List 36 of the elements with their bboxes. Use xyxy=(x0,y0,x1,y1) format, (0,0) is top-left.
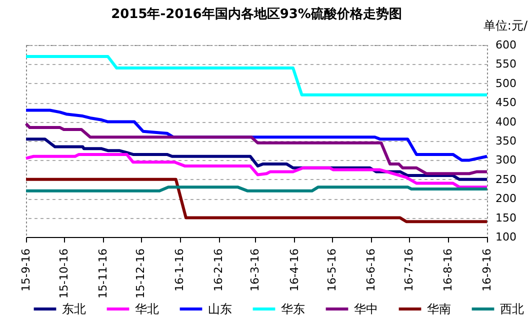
legend-label: 华中 xyxy=(354,302,378,316)
y-tick-label: 450 xyxy=(496,96,516,110)
y-tick-label: 150 xyxy=(496,211,516,224)
x-tick-label: 16-2-16 xyxy=(212,248,226,292)
x-tick-label: 16-8-16 xyxy=(441,248,454,292)
x-tick-label: 16-5-16 xyxy=(326,248,339,292)
legend-label: 华东 xyxy=(281,302,305,316)
y-tick-label: 300 xyxy=(496,154,516,167)
legend-label: 东北 xyxy=(62,302,86,316)
y-tick-label: 200 xyxy=(496,192,516,206)
chart-title: 2015年-2016年国内各地区93%硫酸价格走势图 xyxy=(111,6,402,22)
y-tick-label: 500 xyxy=(496,76,516,90)
line-series xyxy=(24,152,488,189)
y-tick-label: 400 xyxy=(496,115,516,128)
y-tick-label: 600 xyxy=(496,38,516,52)
x-tick-label: 15-9-16 xyxy=(20,248,32,292)
x-tick-label: 16-6-16 xyxy=(364,248,378,292)
y-tick-label: 250 xyxy=(496,172,516,186)
x-tick-label: 16-4-16 xyxy=(288,248,301,292)
y-tick-label: 100 xyxy=(496,230,516,244)
legend-label: 西北 xyxy=(500,302,524,316)
x-tick-label: 15-11-16 xyxy=(96,248,110,298)
x-tick-label: 15-12-16 xyxy=(134,248,148,298)
y-tick-label: 350 xyxy=(496,134,516,148)
x-tick-label: 15-10-16 xyxy=(57,248,70,298)
x-tick-label: 16-9-16 xyxy=(480,248,494,292)
line-series xyxy=(24,138,488,181)
x-tick-label: 16-1-16 xyxy=(173,248,186,292)
line-series xyxy=(24,122,488,176)
y-axis-title: 单位:元/ xyxy=(483,18,528,32)
legend-label: 华北 xyxy=(135,302,159,316)
legend-label: 山东 xyxy=(208,302,232,316)
legend-label: 华南 xyxy=(427,302,451,316)
x-tick-label: 16-7-16 xyxy=(402,248,416,292)
y-tick-label: 550 xyxy=(496,58,516,71)
x-tick-label: 16-3-16 xyxy=(248,248,262,292)
